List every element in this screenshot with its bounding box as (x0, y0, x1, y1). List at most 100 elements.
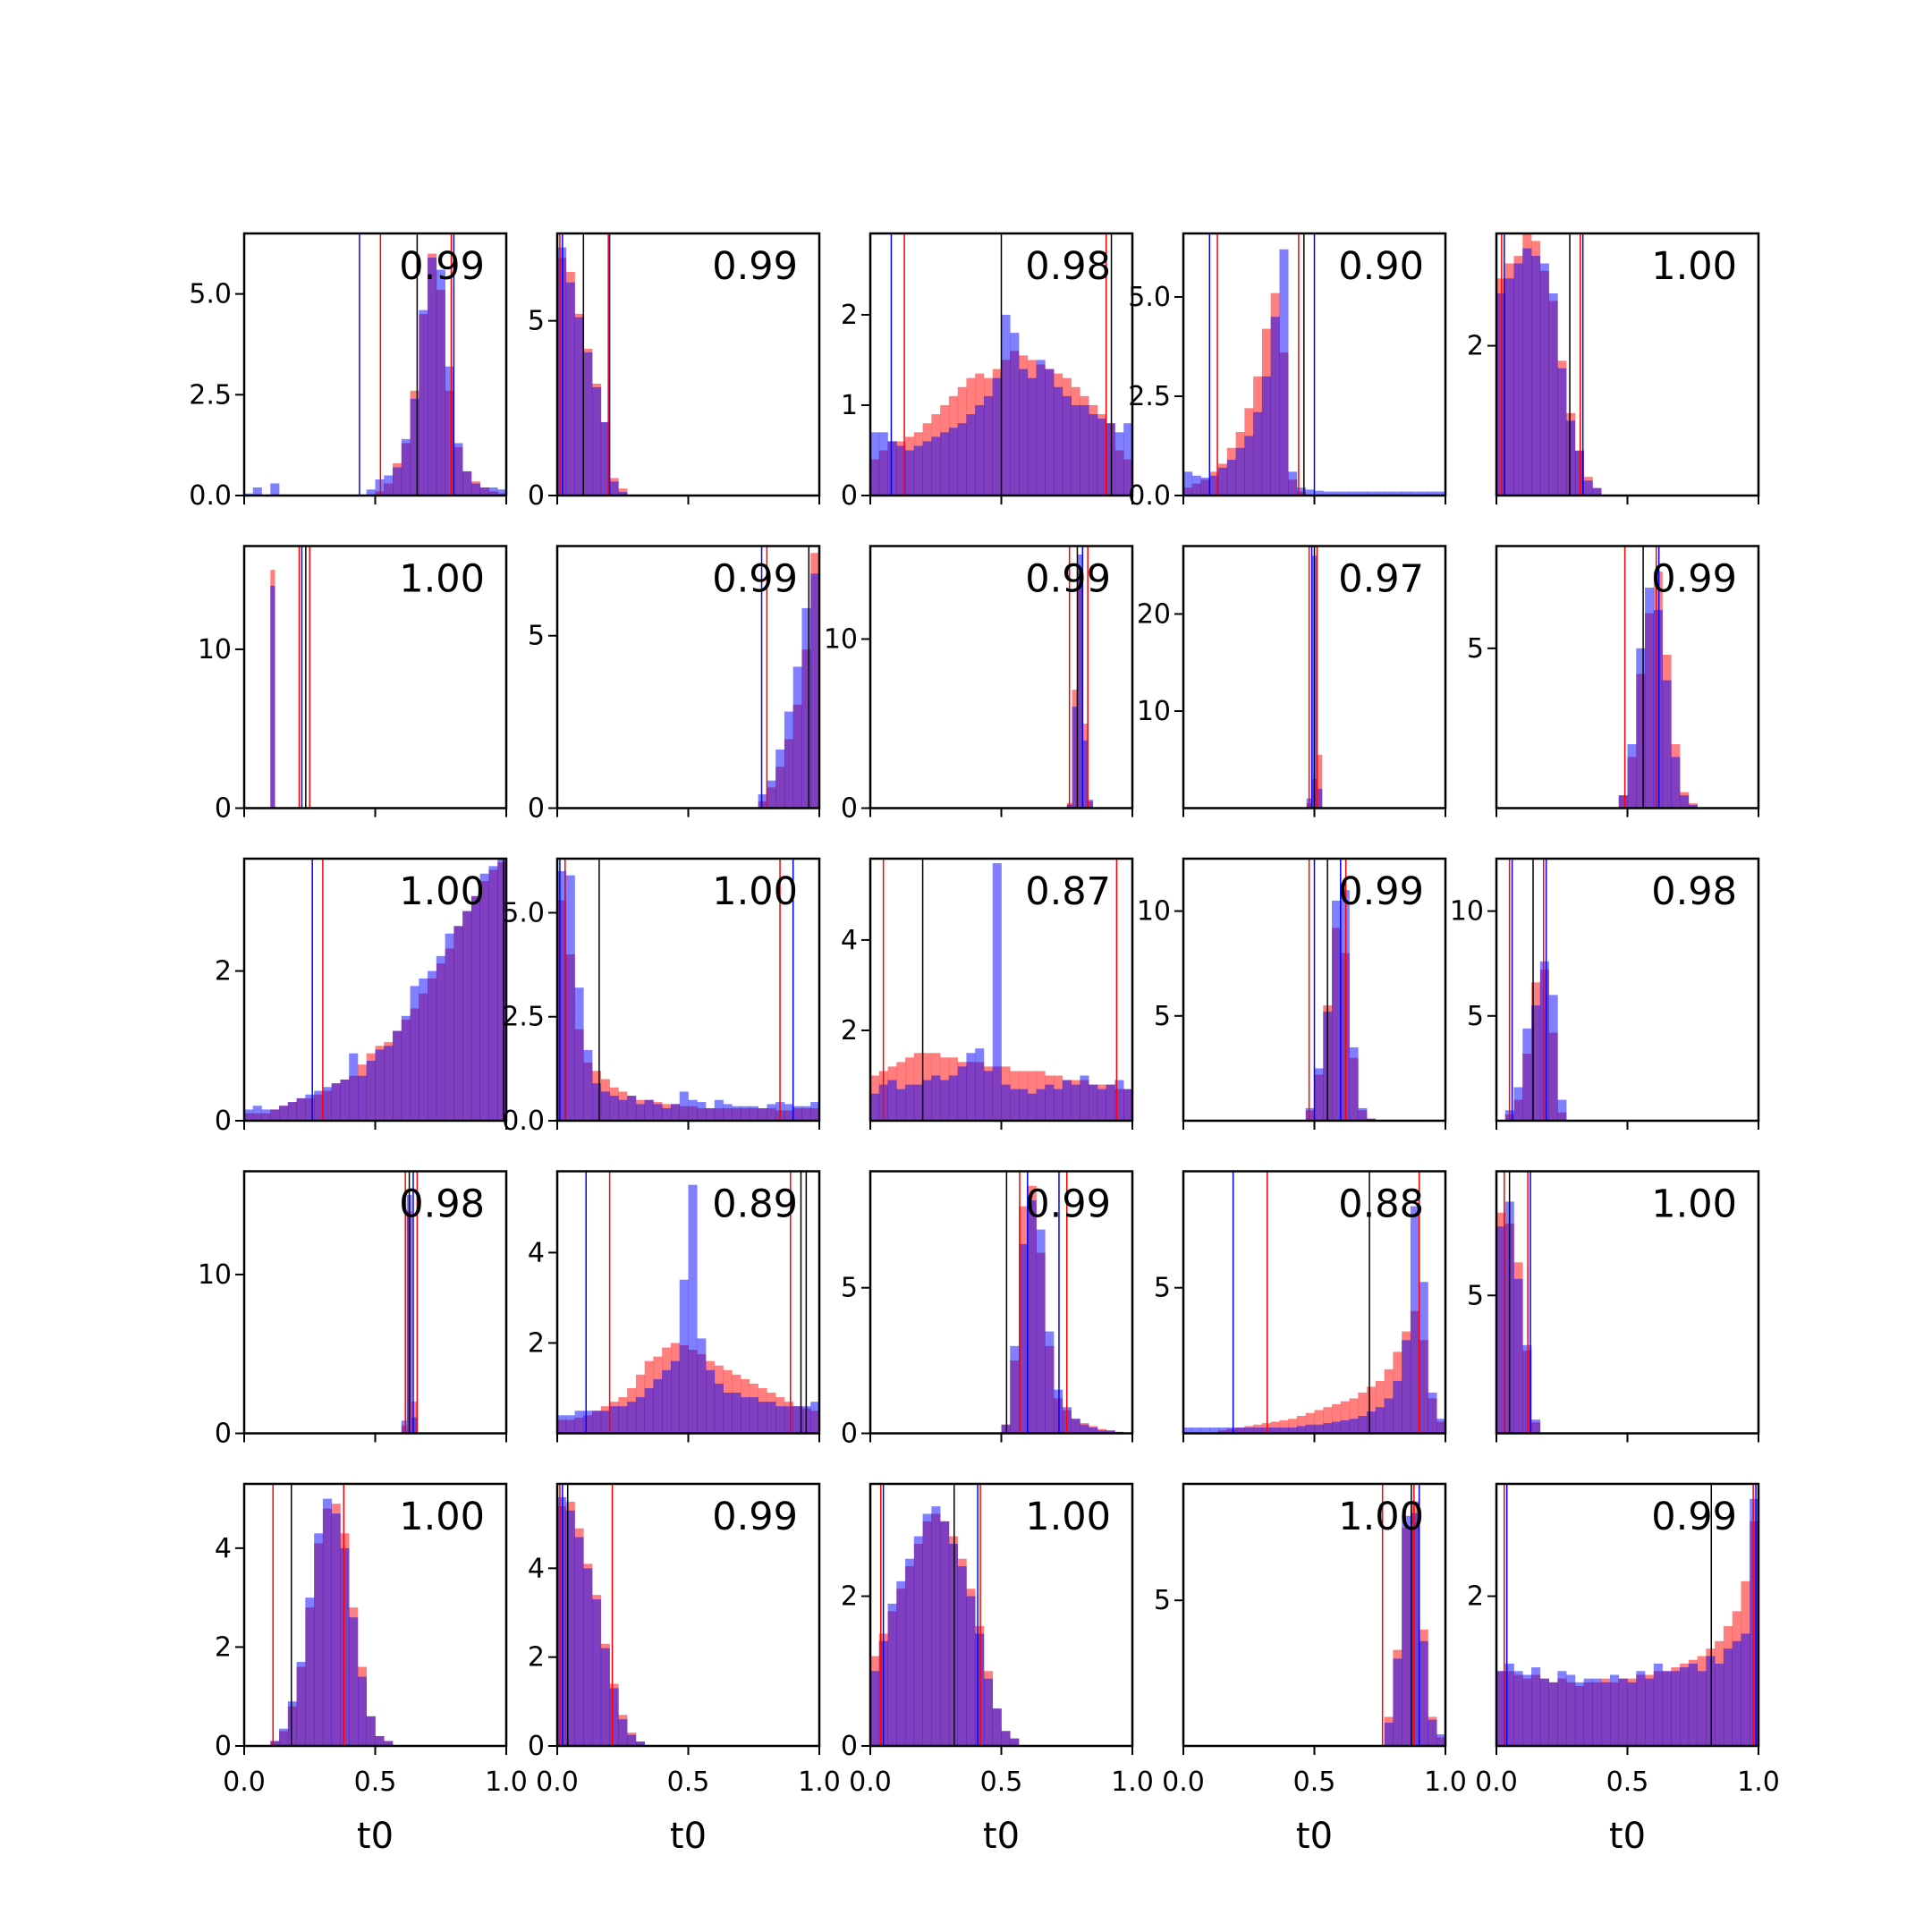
blue-hist-bar (1688, 1663, 1698, 1746)
blue-hist-bar (1618, 795, 1628, 809)
y-tick-label: 2 (841, 1581, 858, 1613)
blue-hist-bar (261, 1109, 271, 1121)
red-hist-bar (1296, 1415, 1307, 1434)
y-tick-label: 4 (841, 925, 858, 956)
blue-hist-bar (931, 1506, 941, 1746)
blue-hist-bar (662, 1108, 672, 1121)
y-tick-label: 10 (1137, 696, 1171, 727)
score-label: 1.00 (1651, 244, 1737, 289)
panel-11: 021.00 (215, 857, 508, 1137)
blue-hist-bar (975, 404, 985, 496)
blue-hist-bar (1358, 491, 1368, 496)
x-axis-label: t0 (357, 1816, 394, 1857)
blue-hist-bar (557, 870, 567, 1121)
blue-hist-bar (913, 445, 923, 496)
panel-bars (870, 314, 1132, 496)
panel-12: 0.0 2.5 5.0 1.00 (502, 857, 821, 1137)
score-label: 0.99 (1651, 557, 1737, 602)
blue-hist-bar (627, 1734, 637, 1746)
blue-hist-bar (1080, 1075, 1089, 1121)
blue-hist-bar (305, 1094, 315, 1121)
panel-13: 240.87 (841, 857, 1134, 1130)
blue-hist-bar (296, 1662, 306, 1746)
blue-hist-bar (1183, 471, 1193, 496)
blue-hist-bar (1001, 1731, 1011, 1746)
red-hist-bar (1279, 1419, 1289, 1434)
blue-hist-bar (1314, 1424, 1324, 1434)
blue-hist-bar (1574, 450, 1584, 496)
blue-hist-bar (1114, 432, 1124, 496)
blue-hist-bar (366, 1061, 376, 1121)
blue-hist-bar (1375, 491, 1385, 496)
panel-bars (1183, 1206, 1445, 1434)
blue-hist-bar (767, 1402, 776, 1434)
y-tick-label: 10 (824, 623, 858, 655)
blue-hist-bar (436, 955, 445, 1121)
blue-hist-bar (1097, 1430, 1106, 1434)
blue-hist-bar (453, 443, 463, 496)
blue-hist-bar (1750, 1498, 1758, 1746)
blue-hist-bar (706, 1369, 716, 1434)
y-tick-label: 2.5 (189, 379, 232, 411)
blue-hist-bar (922, 1080, 932, 1121)
blue-hist-bar (401, 1015, 411, 1121)
blue-hist-bar (1539, 263, 1549, 496)
blue-hist-bar (1548, 1682, 1558, 1746)
blue-hist-bar (270, 483, 280, 496)
blue-hist-bar (1077, 554, 1083, 809)
blue-hist-bar (688, 1184, 698, 1434)
blue-hist-bar (1548, 292, 1558, 496)
blue-hist-bar (1062, 1080, 1072, 1121)
panel-15: 5 10 0.98 (1450, 857, 1760, 1130)
blue-hist-bar (497, 859, 506, 1121)
blue-hist-bar (279, 1106, 289, 1121)
blue-hist-bar (1645, 1678, 1655, 1746)
blue-hist-bar (1496, 292, 1506, 496)
blue-hist-bar (767, 780, 776, 809)
x-axis-label: t0 (983, 1816, 1020, 1857)
blue-hist-bar (1522, 1028, 1532, 1121)
blue-hist-bar (653, 1104, 663, 1121)
panel-8: 0 10 0.99 (824, 545, 1134, 825)
blue-hist-bar (784, 1104, 793, 1121)
blue-hist-bar (1680, 795, 1690, 809)
score-label: 0.99 (1025, 557, 1111, 602)
blue-hist-bar (1279, 249, 1289, 496)
blue-hist-bar (1531, 1005, 1541, 1121)
blue-hist-bar (296, 1097, 306, 1121)
blue-hist-bar (905, 1084, 915, 1121)
x-tick-label: 0.0 (536, 1767, 579, 1798)
blue-hist-bar (758, 1108, 767, 1121)
panel-bars (557, 870, 819, 1121)
blue-hist-bar (697, 1102, 707, 1121)
blue-hist-bar (270, 1741, 280, 1746)
blue-hist-bar (557, 247, 567, 496)
blue-hist-bar (1548, 995, 1558, 1121)
blue-hist-bar (1305, 489, 1315, 496)
blue-hist-bar (1123, 423, 1132, 496)
blue-hist-bar (1723, 1648, 1733, 1746)
blue-hist-bar (1045, 1084, 1055, 1121)
blue-hist-bar (896, 1580, 906, 1746)
blue-hist-bar (1557, 1099, 1567, 1121)
blue-hist-bar (565, 1510, 575, 1746)
blue-hist-bar (627, 1402, 637, 1434)
blue-hist-bar (784, 1406, 793, 1434)
blue-hist-bar (470, 483, 480, 496)
blue-hist-bar (1522, 1344, 1532, 1434)
score-label: 0.98 (1651, 869, 1737, 914)
blue-hist-bar (270, 585, 275, 809)
blue-hist-bar (1513, 1671, 1523, 1746)
blue-hist-bar (279, 1728, 289, 1746)
blue-hist-bar (393, 467, 402, 496)
blue-hist-bar (375, 1049, 385, 1121)
y-tick-label: 5.0 (1128, 282, 1171, 313)
blue-hist-bar (749, 1106, 758, 1121)
red-hist-bar (1349, 1398, 1359, 1434)
blue-hist-bar (1218, 467, 1228, 496)
blue-hist-bar (801, 1106, 811, 1121)
blue-hist-bar (896, 1089, 906, 1121)
blue-hist-bar (966, 1596, 976, 1746)
blue-hist-bar (1402, 1340, 1411, 1434)
blue-hist-bar (1010, 1738, 1020, 1746)
